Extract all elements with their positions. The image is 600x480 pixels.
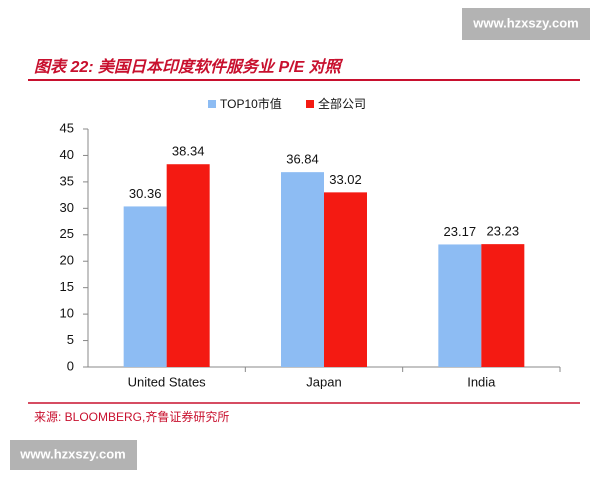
- y-tick-label: 35: [60, 173, 74, 188]
- y-tick-label: 5: [67, 332, 74, 347]
- value-label: 23.17: [444, 224, 477, 239]
- value-label: 36.84: [286, 152, 319, 167]
- bar: [324, 192, 367, 367]
- y-tick-label: 25: [60, 226, 74, 241]
- watermark-box: [10, 440, 137, 470]
- y-tick-label: 10: [60, 306, 74, 321]
- bar: [166, 164, 210, 367]
- x-tick-label: Japan: [306, 374, 341, 389]
- y-tick-label: 40: [60, 147, 74, 162]
- y-tick-label: 20: [60, 253, 74, 268]
- chart-title: 图表 22: 美国日本印度软件服务业 P/E 对照: [34, 58, 344, 76]
- watermark: www.hzxszy.com: [19, 446, 125, 461]
- watermark-box: [462, 8, 590, 40]
- bar: [281, 172, 324, 367]
- y-tick-label: 15: [60, 279, 74, 294]
- legend-swatch: [306, 100, 314, 108]
- watermark: www.hzxszy.com: [472, 15, 578, 30]
- value-label: 38.34: [172, 144, 205, 159]
- legend-swatch: [208, 100, 216, 108]
- source: 来源: BLOOMBERG,齐鲁证券研究所: [34, 409, 229, 424]
- value-label: 30.36: [129, 186, 162, 201]
- x-tick-label: India: [467, 374, 496, 389]
- bar: [438, 244, 482, 367]
- value-label: 23.23: [487, 224, 520, 239]
- value-label: 33.02: [329, 172, 362, 187]
- legend-label: 全部公司: [318, 96, 366, 111]
- y-tick-label: 45: [60, 120, 74, 135]
- y-tick-label: 0: [67, 358, 74, 373]
- x-tick-label: United States: [128, 374, 207, 389]
- bar: [481, 244, 525, 367]
- bar: [123, 206, 167, 367]
- y-tick-label: 30: [60, 200, 74, 215]
- legend-label: TOP10市值: [220, 96, 282, 111]
